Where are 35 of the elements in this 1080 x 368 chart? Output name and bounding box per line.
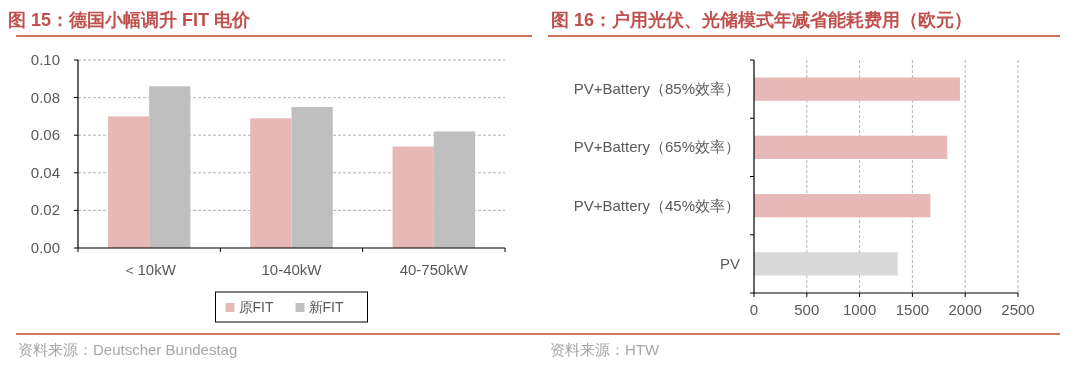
text: 资料来源：Deutscher Bundestag bbox=[18, 341, 238, 358]
text: 资料来源：HTW bbox=[550, 341, 660, 358]
chart-title: 图 16：户用光伏、光储模式年减省能耗费用（欧元） bbox=[551, 10, 973, 30]
x-tick-label: 500 bbox=[794, 301, 820, 318]
y-tick-label: 0.02 bbox=[30, 201, 60, 219]
y-tick-label: 0.10 bbox=[30, 51, 60, 68]
y-tick-label: PV+Battery（65%效率） bbox=[573, 138, 740, 156]
x-tick-label: 10-40kW bbox=[261, 261, 323, 278]
y-tick-label: PV bbox=[719, 254, 740, 272]
bar bbox=[392, 146, 434, 248]
bar bbox=[754, 77, 960, 101]
x-tick-label: 2500 bbox=[1001, 301, 1035, 318]
chart-title: 图 15：德国小幅调升 FIT 电价 bbox=[8, 10, 252, 30]
x-tick-label: 2000 bbox=[948, 301, 982, 318]
y-tick-label: 0.06 bbox=[30, 126, 60, 144]
y-tick-label: PV+Battery（45%效率） bbox=[573, 196, 740, 214]
bar bbox=[149, 86, 191, 248]
x-tick-label: 1000 bbox=[842, 301, 877, 318]
bar bbox=[291, 107, 333, 248]
x-tick-label: ＜10kW bbox=[122, 261, 177, 278]
legend-label: 新FIT bbox=[308, 299, 344, 315]
y-tick-label: 0.00 bbox=[30, 239, 60, 256]
bar bbox=[250, 118, 292, 248]
x-tick-label: 0 bbox=[749, 301, 759, 318]
bar bbox=[754, 252, 898, 276]
y-tick-label: 0.08 bbox=[30, 88, 60, 106]
bar bbox=[754, 135, 948, 160]
y-tick-label: PV+Battery（85%效率） bbox=[573, 80, 740, 98]
bar bbox=[107, 116, 150, 248]
bar bbox=[754, 193, 931, 218]
y-tick-label: 0.04 bbox=[30, 163, 60, 181]
x-tick-label: 1500 bbox=[895, 301, 930, 318]
bar bbox=[433, 131, 476, 248]
legend-label: 原FIT bbox=[238, 299, 274, 315]
x-tick-label: 40-750kW bbox=[399, 261, 469, 278]
